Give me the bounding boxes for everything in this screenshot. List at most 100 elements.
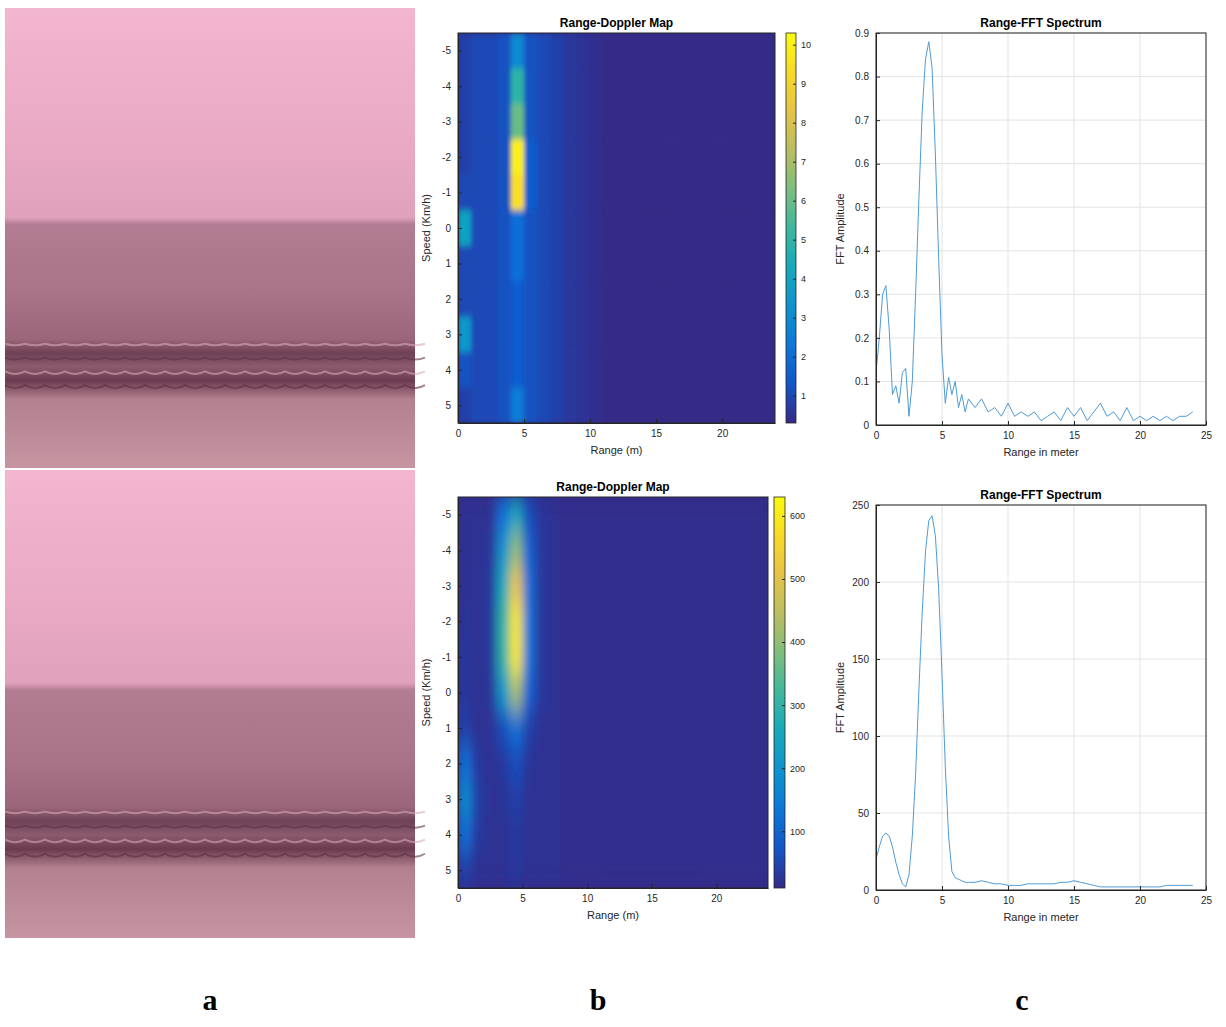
heatmap-cell <box>537 139 551 175</box>
heatmap-cell <box>722 33 736 69</box>
heatmap-cell <box>716 746 729 782</box>
tick: 3 <box>445 329 462 340</box>
heatmap-cell <box>683 175 697 211</box>
heatmap-cell <box>590 139 604 175</box>
heatmap-cell <box>678 497 691 533</box>
heatmap-cell <box>613 781 626 817</box>
heatmap-cell <box>550 352 564 388</box>
tick-mark <box>782 579 785 580</box>
heatmap-cell <box>639 604 652 640</box>
heatmap-cell <box>722 352 736 388</box>
heatmap-cell <box>683 317 697 353</box>
tick-mark <box>458 334 462 335</box>
heatmap-cell <box>498 139 512 175</box>
tick-label: 10 <box>1003 895 1015 906</box>
heatmap-cell <box>656 281 670 317</box>
tick: 15 <box>1069 886 1081 906</box>
heatmap-cell <box>729 817 742 853</box>
heatmap-cell <box>484 568 497 604</box>
photo <box>5 8 425 468</box>
heatmap-cell <box>587 533 600 569</box>
heatmap-cell <box>722 210 736 246</box>
heatmap-cell <box>471 104 485 140</box>
heatmap-cell <box>735 352 749 388</box>
heatmap-cell <box>617 352 631 388</box>
heatmap-cell <box>458 246 472 282</box>
heatmap-cell <box>749 246 763 282</box>
tick-mark <box>1008 421 1009 425</box>
heatmap-cell <box>762 388 775 423</box>
heatmap-cell <box>762 246 775 282</box>
heatmap-cell <box>735 175 749 211</box>
tick-mark <box>458 870 462 871</box>
heatmap-cell <box>696 281 710 317</box>
y-axis-title: Speed (Km/h) <box>420 194 432 262</box>
tick-label: 0.2 <box>855 333 869 344</box>
tick: 2 <box>793 352 806 362</box>
heatmap-cell <box>471 497 484 533</box>
heatmap-cell <box>696 104 710 140</box>
tick-mark <box>876 813 880 814</box>
heatmap-cell <box>537 175 551 211</box>
heatmap-cell <box>484 497 497 533</box>
heatmap-cell <box>587 604 600 640</box>
plot-background <box>458 33 775 423</box>
heatmap-cell <box>626 639 639 675</box>
tick-mark <box>587 884 588 888</box>
chart-title: Range-Doppler Map <box>556 480 669 494</box>
tick: 300 <box>782 700 805 710</box>
heatmap-cell <box>722 104 736 140</box>
tick-mark <box>458 586 462 587</box>
heatmap-cell <box>548 852 561 888</box>
heatmap-cell <box>471 246 485 282</box>
tick-label: 4 <box>445 829 451 840</box>
tick-mark <box>793 201 796 202</box>
tick-label: 3 <box>801 313 806 323</box>
heatmap-cell <box>709 352 723 388</box>
heatmap-cell <box>484 781 497 817</box>
heatmap-cell <box>458 317 472 353</box>
tick-mark <box>793 357 796 358</box>
heatmap-cell <box>536 604 549 640</box>
tick-label: 0.6 <box>855 158 869 169</box>
heatmap-cell <box>497 497 510 533</box>
heatmap-cell <box>471 746 484 782</box>
tick-mark <box>458 263 462 264</box>
heatmap-cell <box>600 497 613 533</box>
tick: 4 <box>445 365 462 376</box>
heatmap-cell <box>643 281 657 317</box>
plot-area <box>458 497 768 888</box>
heatmap-cell <box>749 175 763 211</box>
heatmap-cell <box>511 104 525 140</box>
heatmap-cell <box>497 533 510 569</box>
heatmap-cell <box>550 281 564 317</box>
heatmap-cell <box>510 781 523 817</box>
heatmap-cell <box>742 817 755 853</box>
heatmap-cell <box>458 781 471 817</box>
tick: 20 <box>1135 421 1147 441</box>
heatmap-cell <box>587 852 600 888</box>
heatmap-cell <box>639 746 652 782</box>
tick: 6 <box>793 196 806 206</box>
tick-mark <box>652 884 653 888</box>
heatmap-cell <box>458 104 472 140</box>
tick: -5 <box>442 45 462 56</box>
heatmap-cell <box>729 781 742 817</box>
heatmap-cell <box>709 281 723 317</box>
heatmap-cell <box>471 568 484 604</box>
tick-label: 0.8 <box>855 71 869 82</box>
heatmap-cell <box>613 604 626 640</box>
heatmap-cell <box>523 781 536 817</box>
heatmap-cell <box>603 281 617 317</box>
heatmap-cell <box>587 497 600 533</box>
tick-mark <box>656 419 657 423</box>
heatmap-cell <box>665 746 678 782</box>
surf-line <box>5 385 425 388</box>
heatmap-cell <box>536 746 549 782</box>
heatmap-cell <box>709 104 723 140</box>
heatmap-cell <box>484 852 497 888</box>
heatmap-cell <box>703 675 716 711</box>
heatmap-cell <box>639 568 652 604</box>
heatmap-cell <box>749 68 763 104</box>
tick-label: 7 <box>801 157 806 167</box>
